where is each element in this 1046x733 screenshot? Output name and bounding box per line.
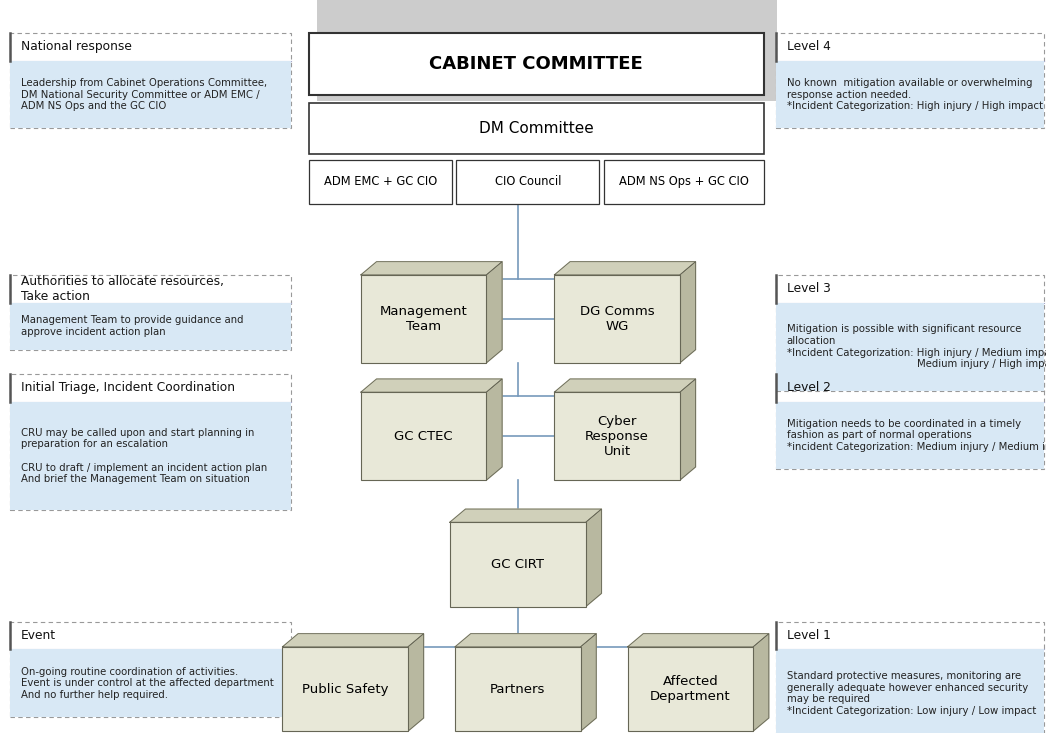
Polygon shape <box>486 379 502 480</box>
Text: Public Safety: Public Safety <box>302 682 388 696</box>
Text: Authorities to allocate resources,
Take action: Authorities to allocate resources, Take … <box>21 275 224 303</box>
FancyBboxPatch shape <box>604 160 764 204</box>
FancyBboxPatch shape <box>776 303 1044 391</box>
Text: Cyber
Response
Unit: Cyber Response Unit <box>585 415 650 457</box>
Text: Level 4: Level 4 <box>787 40 831 54</box>
FancyBboxPatch shape <box>361 392 486 480</box>
Polygon shape <box>554 379 696 392</box>
Polygon shape <box>554 262 696 275</box>
Text: CRU may be called upon and start planning in
preparation for an escalation

CRU : CRU may be called upon and start plannin… <box>21 428 267 484</box>
Text: GC CIRT: GC CIRT <box>492 558 544 571</box>
FancyBboxPatch shape <box>361 275 486 363</box>
FancyBboxPatch shape <box>628 647 753 732</box>
Text: Level 2: Level 2 <box>787 381 831 394</box>
Text: On-going routine coordination of activities.
Event is under control at the affec: On-going routine coordination of activit… <box>21 666 274 700</box>
FancyBboxPatch shape <box>10 402 291 510</box>
Polygon shape <box>753 633 769 732</box>
FancyBboxPatch shape <box>554 392 680 480</box>
FancyBboxPatch shape <box>456 160 599 204</box>
Text: Partners: Partners <box>491 682 545 696</box>
Text: Event: Event <box>21 629 56 642</box>
Polygon shape <box>361 379 502 392</box>
Polygon shape <box>486 262 502 363</box>
Polygon shape <box>455 633 596 647</box>
FancyBboxPatch shape <box>450 522 586 607</box>
Text: ADM NS Ops + GC CIO: ADM NS Ops + GC CIO <box>618 175 749 188</box>
FancyBboxPatch shape <box>554 275 680 363</box>
Polygon shape <box>680 379 696 480</box>
FancyBboxPatch shape <box>309 160 452 204</box>
FancyBboxPatch shape <box>309 103 764 154</box>
FancyBboxPatch shape <box>10 303 291 350</box>
FancyBboxPatch shape <box>309 33 764 95</box>
Text: Standard protective measures, monitoring are
generally adequate however enhanced: Standard protective measures, monitoring… <box>787 671 1036 716</box>
FancyBboxPatch shape <box>10 649 291 717</box>
Text: Mitigation needs to be coordinated in a timely
fashion as part of normal operati: Mitigation needs to be coordinated in a … <box>787 419 1046 452</box>
Text: CABINET COMMITTEE: CABINET COMMITTEE <box>429 55 643 73</box>
Polygon shape <box>680 262 696 363</box>
Text: CIO Council: CIO Council <box>495 175 561 188</box>
Text: Level 3: Level 3 <box>787 282 831 295</box>
Text: Level 1: Level 1 <box>787 629 831 642</box>
FancyBboxPatch shape <box>317 0 777 101</box>
Polygon shape <box>581 633 596 732</box>
Text: No known  mitigation available or overwhelming
response action needed.
*Incident: No known mitigation available or overwhe… <box>787 78 1043 111</box>
Text: Leadership from Cabinet Operations Committee,
DM National Security Committee or : Leadership from Cabinet Operations Commi… <box>21 78 267 111</box>
Text: National response: National response <box>21 40 132 54</box>
Text: DG Comms
WG: DG Comms WG <box>579 305 655 333</box>
Polygon shape <box>628 633 769 647</box>
Polygon shape <box>586 509 601 607</box>
Polygon shape <box>361 262 502 275</box>
Text: ADM EMC + GC CIO: ADM EMC + GC CIO <box>323 175 437 188</box>
FancyBboxPatch shape <box>282 647 408 732</box>
Text: Mitigation is possible with significant resource
allocation
*Incident Categoriza: Mitigation is possible with significant … <box>787 324 1046 369</box>
Text: DM Committee: DM Committee <box>479 121 593 136</box>
FancyBboxPatch shape <box>776 649 1044 733</box>
Text: Management Team to provide guidance and
approve incident action plan: Management Team to provide guidance and … <box>21 315 244 337</box>
Text: Affected
Department: Affected Department <box>650 675 731 703</box>
Text: Initial Triage, Incident Coordination: Initial Triage, Incident Coordination <box>21 381 235 394</box>
Polygon shape <box>408 633 424 732</box>
Polygon shape <box>282 633 424 647</box>
FancyBboxPatch shape <box>10 61 291 128</box>
FancyBboxPatch shape <box>455 647 581 732</box>
Text: Management
Team: Management Team <box>380 305 468 333</box>
FancyBboxPatch shape <box>776 402 1044 469</box>
Polygon shape <box>450 509 601 522</box>
Text: GC CTEC: GC CTEC <box>394 430 453 443</box>
FancyBboxPatch shape <box>776 61 1044 128</box>
